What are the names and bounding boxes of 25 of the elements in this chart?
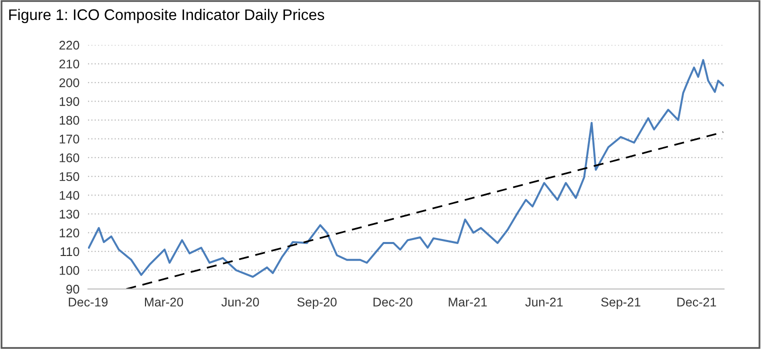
x-tick-label: Dec-20 (374, 298, 412, 307)
x-tick-label: Jun-20 (221, 298, 259, 307)
y-tick-label: 90 (66, 284, 80, 294)
x-tick-label: Jun-21 (525, 298, 563, 307)
x-tick-label: Dec-21 (677, 298, 716, 307)
x-tick-label: Sep-20 (297, 298, 337, 309)
x-tick-label: Mar-20 (144, 298, 184, 307)
y-tick-label: 150 (60, 172, 80, 182)
y-tick-label: 130 (60, 210, 80, 219)
y-tick-label: 170 (60, 134, 80, 144)
x-tick-label: Sep-21 (601, 298, 640, 309)
y-tick-label: 180 (60, 116, 80, 125)
y-tick-label: 210 (59, 60, 80, 68)
y-tick-label: 110 (60, 247, 80, 256)
x-tick-label: Mar-21 (448, 298, 487, 307)
y-tick-label: 200 (59, 78, 80, 88)
y-tick-label: 190 (60, 97, 80, 106)
y-tick-label: 220 (59, 40, 80, 50)
line-series (88, 59, 724, 278)
y-tick-label: 120 (60, 228, 80, 238)
y-tick-label: 100 (60, 266, 80, 275)
chart-title: Figure 1: ICO Composite Indicator Daily Prices (9, 8, 324, 24)
y-tick-label: 140 (60, 190, 80, 200)
x-tick-label: Dec-19 (68, 298, 108, 307)
y-tick-label: 160 (60, 153, 80, 162)
